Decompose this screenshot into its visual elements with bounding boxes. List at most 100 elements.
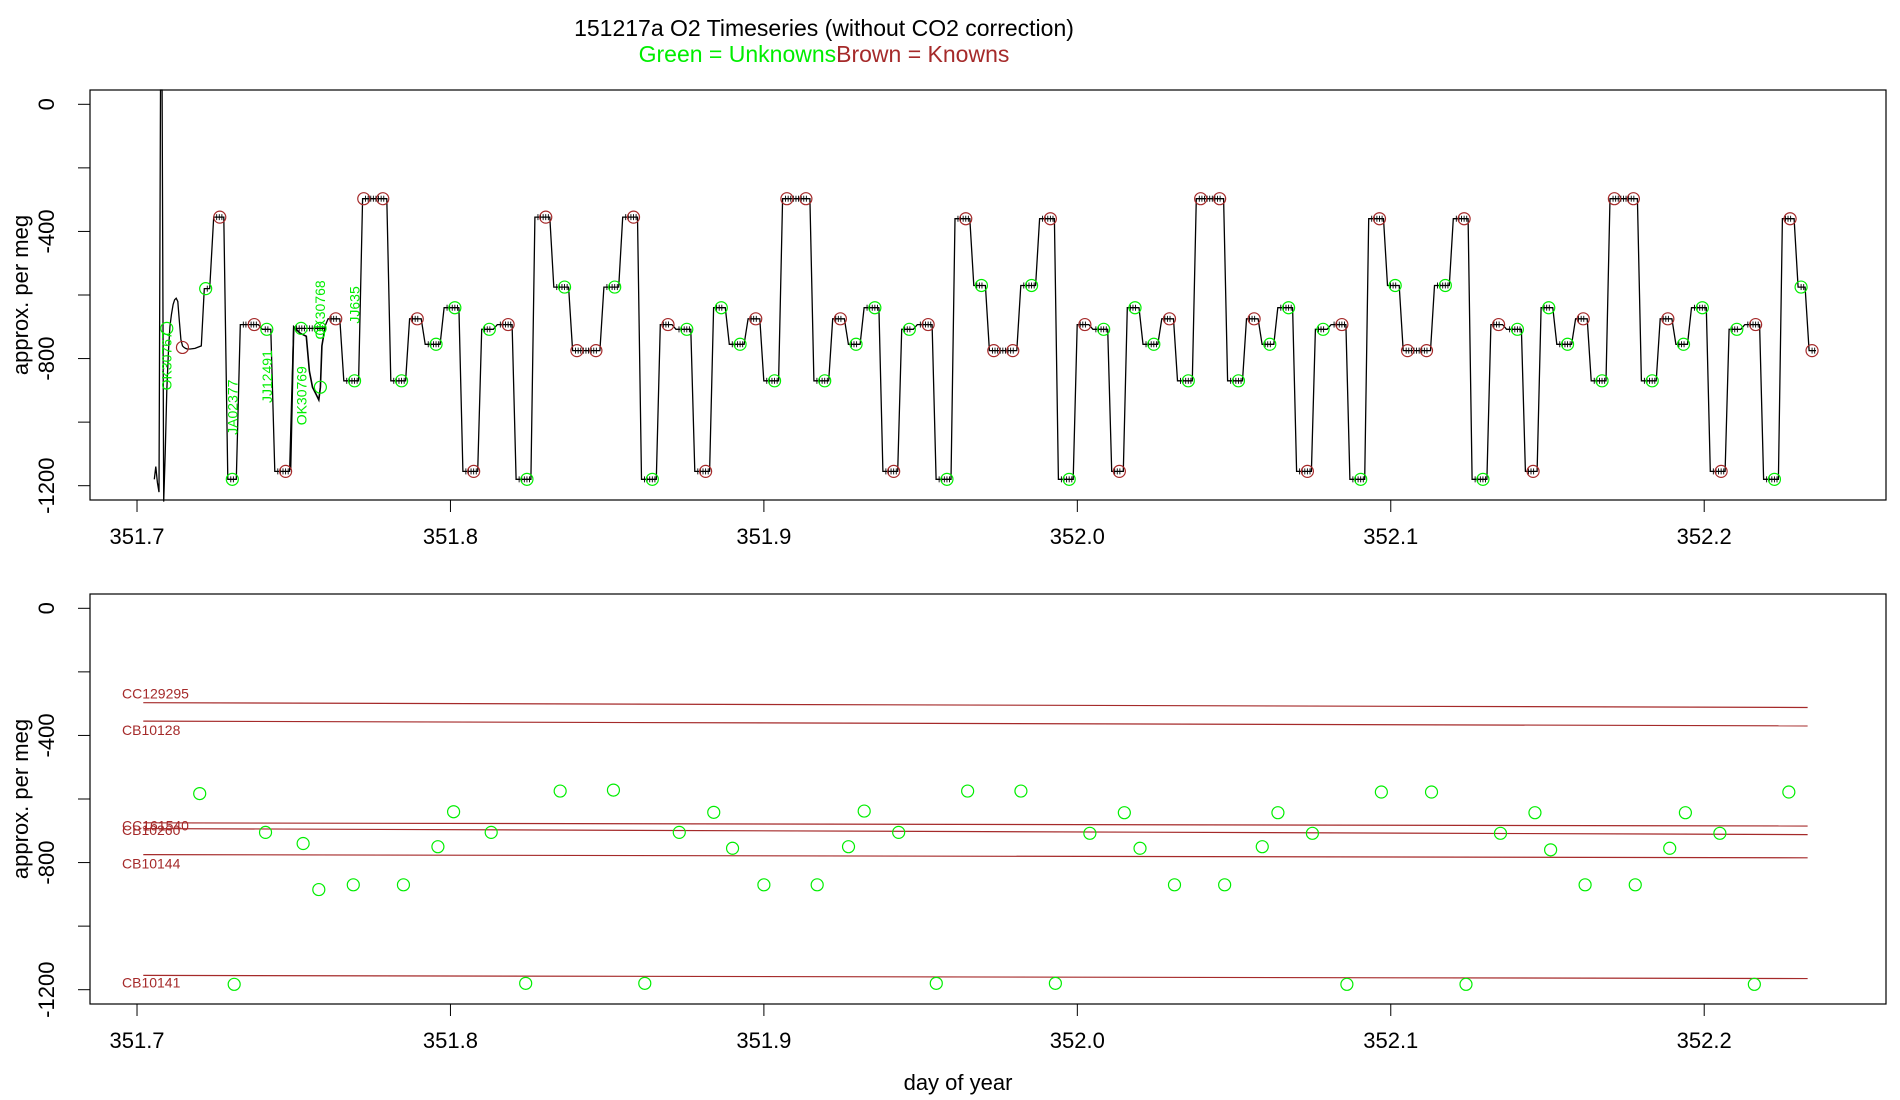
unknown-point-47 xyxy=(1782,785,1796,799)
unknown-point-29 xyxy=(1167,878,1182,892)
top-point-6a xyxy=(294,321,308,335)
top-point-38 xyxy=(921,317,935,332)
unknown-point-8 xyxy=(446,805,461,819)
top-point-79 xyxy=(1695,301,1709,315)
unknown-point-5 xyxy=(346,878,360,892)
top-point-24 xyxy=(661,317,675,332)
top-point-21 xyxy=(608,280,622,294)
top-point-62 xyxy=(1372,212,1387,226)
top-extra-point-1 xyxy=(175,340,190,355)
unknown-point-37 xyxy=(1459,977,1473,991)
unknown-point-34 xyxy=(1340,977,1354,991)
unknown-point-10 xyxy=(519,976,533,990)
top-point-74 xyxy=(1595,374,1609,388)
bottom-axes: 351.7 351.8 351.9 352.0 352.1 352.2 0 -400 -800 -… xyxy=(34,602,1732,1053)
top-unknown-label-4: OK30768 xyxy=(312,280,328,339)
legend-unknowns: Green = Unknowns xyxy=(639,41,837,67)
unknown-point-39 xyxy=(1528,806,1542,820)
top-point-86 xyxy=(1805,344,1819,358)
top-point-11 xyxy=(410,312,424,326)
unknown-point-36 xyxy=(1424,785,1439,799)
unknown-point-40 xyxy=(1544,843,1558,857)
unknown-point-38 xyxy=(1493,826,1508,840)
top-point-19 xyxy=(557,280,572,294)
unknown-point-15 xyxy=(707,805,721,819)
unknown-point-17 xyxy=(757,878,771,892)
x-axis-label: day of year xyxy=(904,1070,1013,1095)
top-x-tick-label-4: 352.1 xyxy=(1363,524,1418,549)
unknown-point-43 xyxy=(1663,841,1677,855)
unknown-point-4 xyxy=(312,882,326,897)
top-point-39 xyxy=(940,472,954,486)
unknown-point-25 xyxy=(1048,976,1062,990)
unknown-point-46 xyxy=(1747,977,1761,991)
top-point-37 xyxy=(902,322,916,336)
top-point-10 xyxy=(394,374,409,388)
unknown-point-13 xyxy=(638,976,652,990)
unknown-point-41 xyxy=(1578,878,1592,892)
top-point-35 xyxy=(868,301,882,315)
top-point-15 xyxy=(482,322,496,336)
top-point-32 xyxy=(818,374,832,388)
top-x-tick-label-3: 352.0 xyxy=(1050,524,1105,549)
top-point-28 xyxy=(733,337,747,351)
top-point-1 xyxy=(213,210,227,224)
unknown-point-12 xyxy=(606,783,621,797)
top-point-31 xyxy=(799,192,813,206)
top-unknown-label-3: OK30769 xyxy=(293,366,309,425)
known-line-CC161540 xyxy=(143,827,1808,836)
top-point-69 xyxy=(1510,322,1525,336)
top-marks: OK30767 JA02377 JJ12491 OK30769 OK30768 JJ635 xyxy=(153,89,1819,502)
unknown-point-44 xyxy=(1678,806,1692,820)
top-extra-point-0 xyxy=(160,321,174,335)
unknown-point-45 xyxy=(1713,826,1727,840)
top-point-78 xyxy=(1676,337,1691,351)
top-point-52 xyxy=(1181,374,1195,388)
unknown-point-0 xyxy=(193,786,207,801)
unknown-point-7 xyxy=(431,840,445,854)
top-point-31a xyxy=(780,192,794,206)
top-point-50 xyxy=(1147,337,1161,351)
top-point-34 xyxy=(849,337,863,351)
top-y-axis-label: approx. per meg xyxy=(8,215,33,375)
known-line-label-CB10144: CB10144 xyxy=(122,856,181,872)
top-point-61 xyxy=(1354,472,1368,486)
legend-text: Green = UnknownsBrown = Knowns xyxy=(639,41,1010,67)
top-point-82 xyxy=(1749,317,1763,332)
top-point-18 xyxy=(539,210,553,224)
unknown-point-9 xyxy=(484,825,498,839)
unknown-point-1 xyxy=(227,977,241,991)
top-point-48 xyxy=(1112,464,1126,478)
top-point-23 xyxy=(645,472,659,486)
top-point-81 xyxy=(1730,322,1744,336)
known-line-CC129295 xyxy=(143,702,1808,709)
known-line-label-CB10128: CB10128 xyxy=(122,722,181,738)
chart-title: 151217a O2 Timeseries (without CO2 corre… xyxy=(574,15,1074,41)
top-point-55 xyxy=(1247,312,1261,326)
top-point-75 xyxy=(1626,192,1640,206)
top-point-73 xyxy=(1576,312,1590,326)
legend-knowns: Brown = Knowns xyxy=(836,41,1009,67)
top-point-53a xyxy=(1194,192,1208,206)
top-point-14 xyxy=(467,464,481,478)
top-x-tick-label-1: 351.8 xyxy=(423,524,478,549)
top-point-71 xyxy=(1542,301,1556,315)
bottom-y-tick-label-1: -400 xyxy=(34,713,59,757)
top-series-line xyxy=(153,89,1816,502)
unknown-point-26 xyxy=(1083,826,1097,840)
top-point-51 xyxy=(1162,312,1177,326)
top-x-tick-label-5: 352.2 xyxy=(1677,524,1732,549)
known-line-CB10144 xyxy=(143,854,1808,859)
top-point-3 xyxy=(247,317,261,332)
top-point-9a xyxy=(357,192,371,206)
top-point-22 xyxy=(626,210,641,224)
top-point-36 xyxy=(887,464,901,478)
top-point-54 xyxy=(1231,374,1246,388)
top-panel: 351.7 351.8 351.9 352.0 352.1 352.2 0 -400 -800 -… xyxy=(8,89,1887,549)
top-point-60 xyxy=(1335,317,1349,332)
bottom-x-tick-label-0: 351.7 xyxy=(109,1028,164,1053)
top-point-26 xyxy=(699,464,713,478)
top-point-6 xyxy=(313,321,327,335)
unknown-point-27 xyxy=(1117,806,1131,820)
